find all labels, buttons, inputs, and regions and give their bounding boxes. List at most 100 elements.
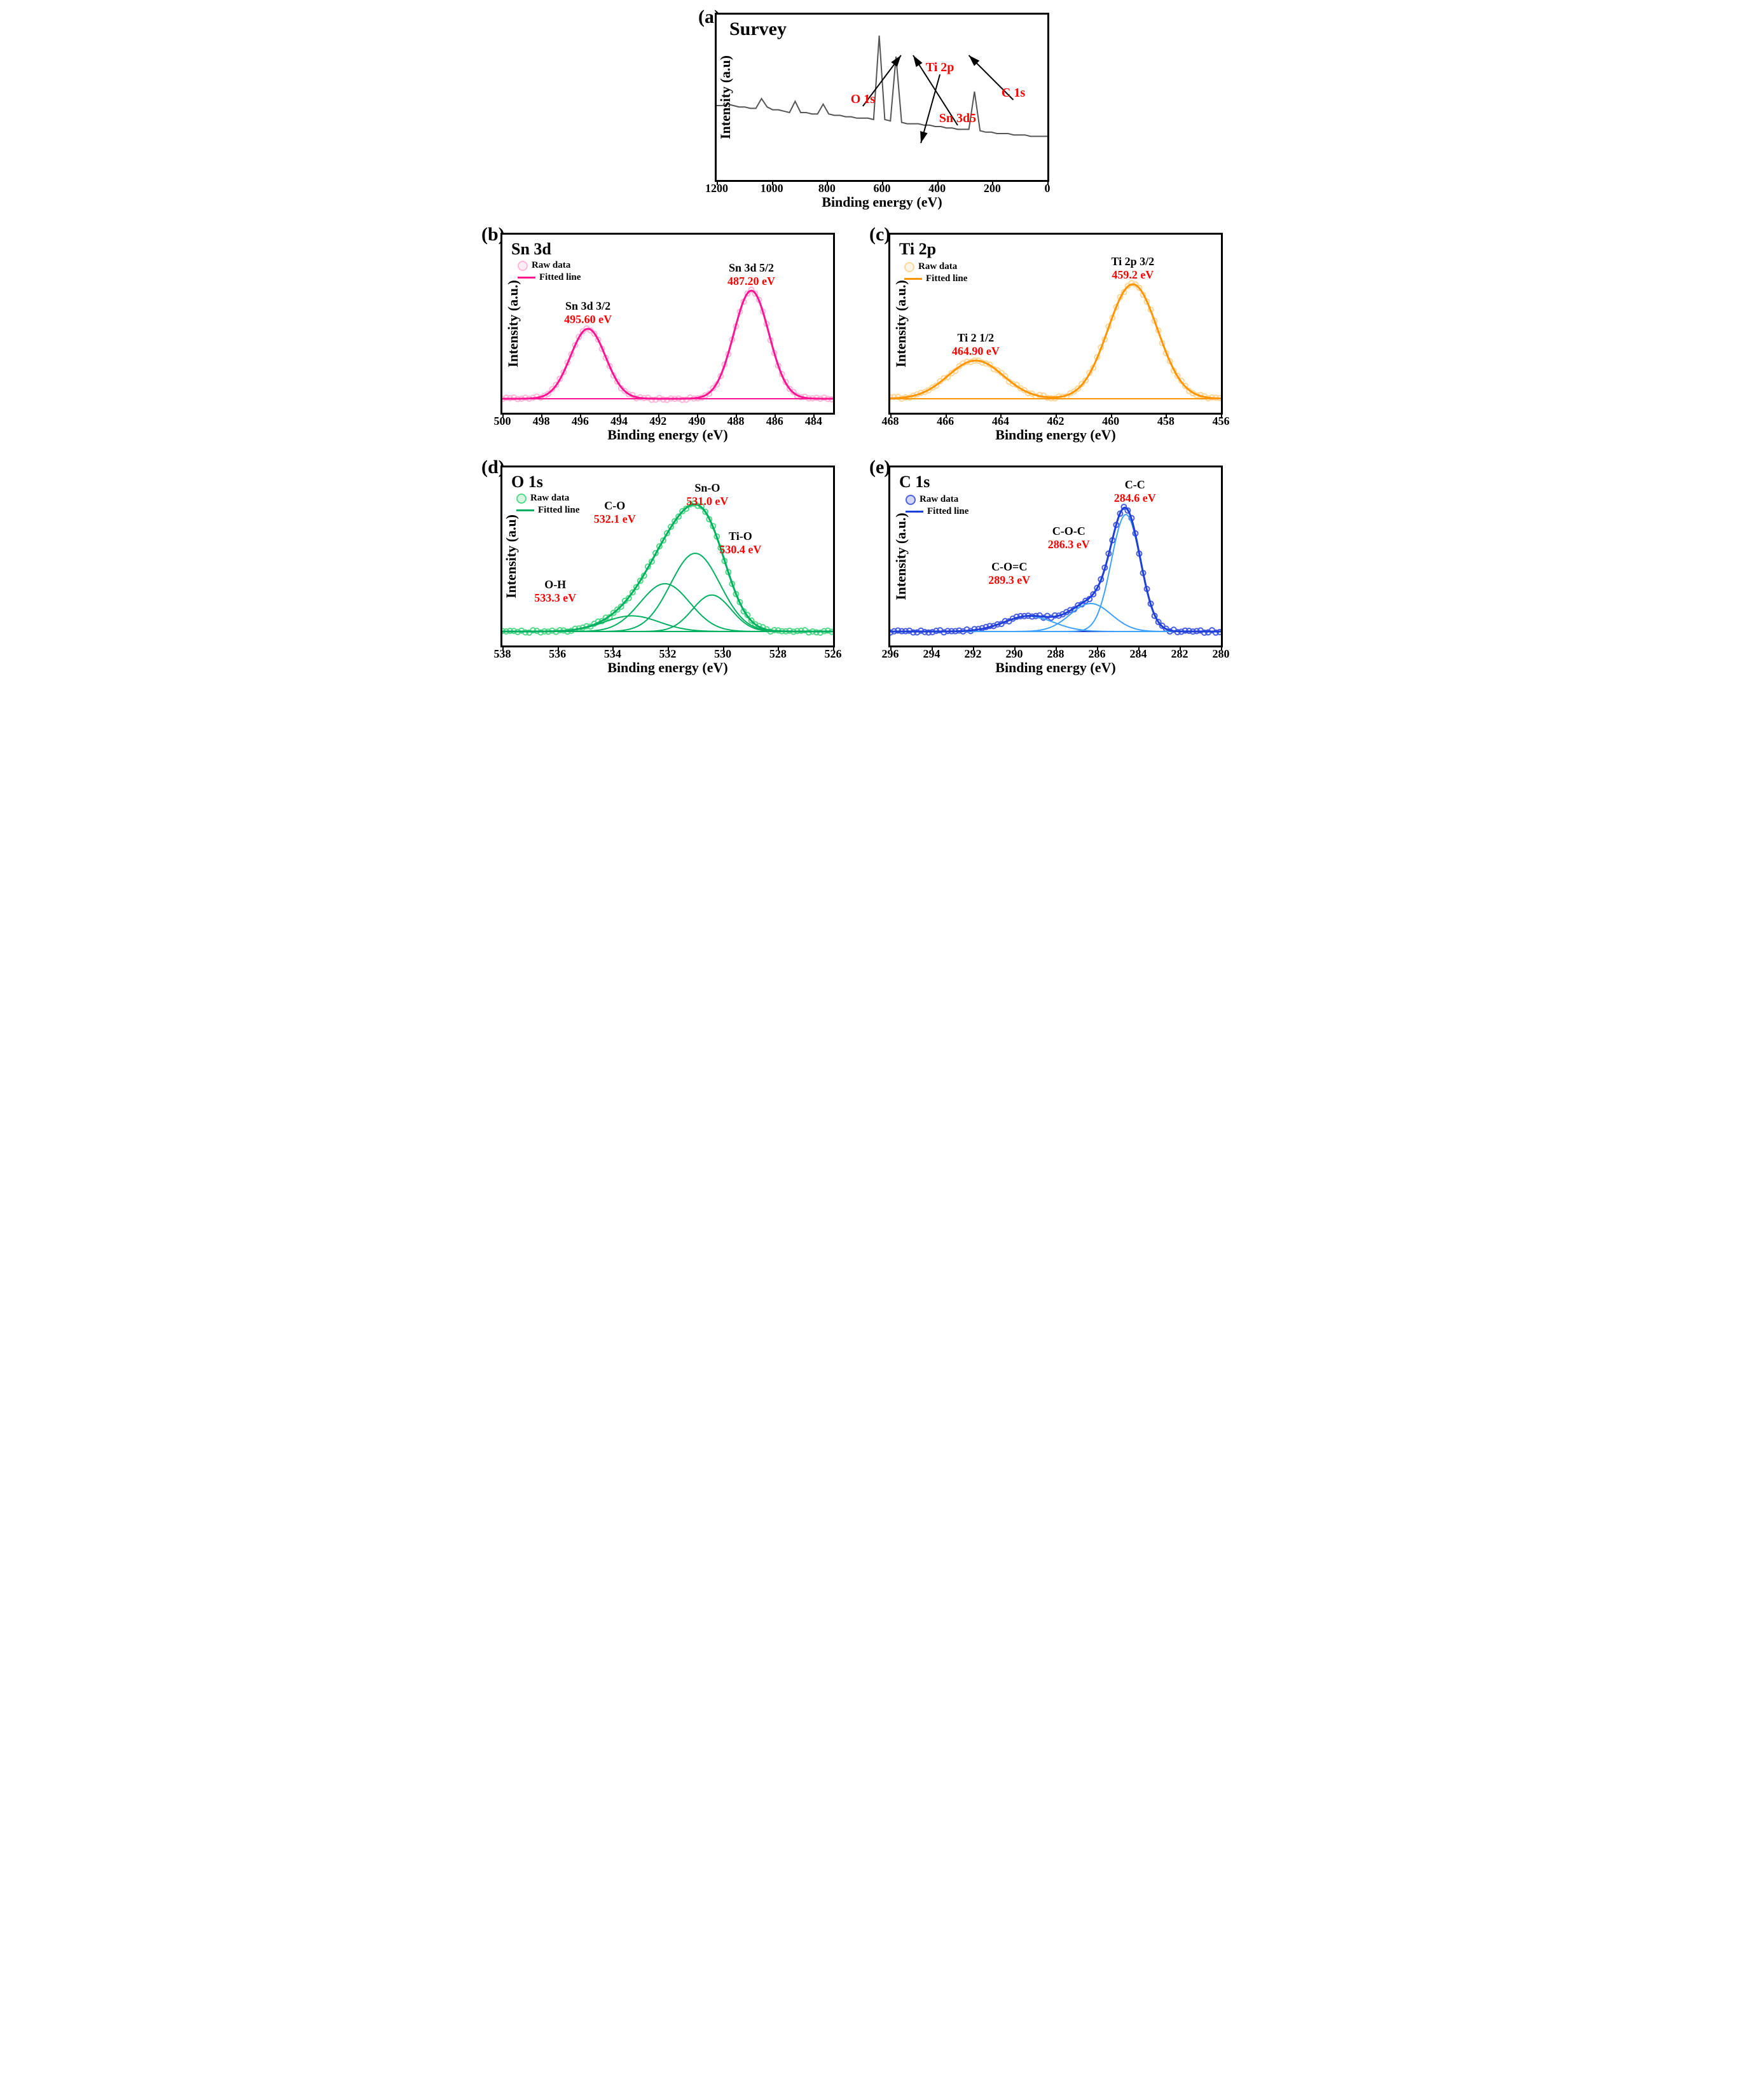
panel-a: (a) Survey O 1sSn 3d5Ti 2pC 1s Intensity… bbox=[500, 13, 1264, 182]
tick-label: 1200 bbox=[705, 182, 728, 195]
panel-d-xlabel: Binding energy (eV) bbox=[607, 659, 727, 676]
tick-label: 486 bbox=[766, 415, 783, 428]
peak-label: C-O532.1 eV bbox=[594, 499, 636, 526]
panel-d-legend: Raw data Fitted line bbox=[516, 493, 579, 517]
tick-label: 532 bbox=[659, 647, 677, 661]
legend-e-raw: Raw data bbox=[920, 494, 958, 505]
peak-label: Ti 2p 3/2459.2 eV bbox=[1111, 255, 1154, 282]
tick-label: 488 bbox=[727, 415, 745, 428]
legend-b-fit-icon bbox=[518, 277, 535, 279]
peak-label: O-H533.3 eV bbox=[534, 578, 576, 605]
tick-label: 536 bbox=[549, 647, 566, 661]
panel-e: (e) C 1s Raw data Fitted line C-O=C289.3… bbox=[888, 466, 1264, 647]
panel-b: (b) Sn 3d Raw data Fitted line Sn 3d 3/2… bbox=[500, 233, 876, 415]
panel-e-xlabel: Binding energy (eV) bbox=[995, 659, 1115, 676]
panel-d-ylabel: Intensity (a.u) bbox=[503, 514, 520, 598]
panel-a-title: Survey bbox=[729, 18, 787, 40]
tick-label: 526 bbox=[825, 647, 842, 661]
figure-grid: (a) Survey O 1sSn 3d5Ti 2pC 1s Intensity… bbox=[500, 13, 1264, 647]
peak-label: C-O=C289.3 eV bbox=[988, 560, 1030, 587]
tick-label: 468 bbox=[882, 415, 899, 428]
peak-label: Ti 2p bbox=[926, 60, 954, 75]
legend-e-raw-icon bbox=[906, 495, 916, 505]
peak-label: Sn 3d 3/2495.60 eV bbox=[564, 300, 612, 326]
legend-b-fit: Fitted line bbox=[539, 272, 581, 283]
tick-label: 200 bbox=[984, 182, 1001, 195]
panel-e-title: C 1s bbox=[899, 473, 930, 492]
tick-label: 528 bbox=[769, 647, 787, 661]
tick-label: 296 bbox=[882, 647, 899, 661]
legend-b-raw-icon bbox=[518, 261, 528, 271]
tick-label: 290 bbox=[1006, 647, 1023, 661]
tick-label: 284 bbox=[1130, 647, 1147, 661]
peak-label: Ti-O530.4 eV bbox=[719, 530, 761, 556]
tick-label: 288 bbox=[1047, 647, 1065, 661]
tick-label: 496 bbox=[572, 415, 589, 428]
tick-label: 462 bbox=[1047, 415, 1065, 428]
tick-label: 466 bbox=[937, 415, 954, 428]
tick-label: 460 bbox=[1102, 415, 1119, 428]
panel-e-legend: Raw data Fitted line bbox=[906, 494, 968, 518]
peak-label: C-O-C286.3 eV bbox=[1048, 525, 1090, 551]
tick-label: 484 bbox=[805, 415, 822, 428]
tick-label: 494 bbox=[610, 415, 628, 428]
tick-label: 292 bbox=[965, 647, 982, 661]
legend-c-raw-icon bbox=[904, 262, 914, 272]
peak-label: Ti 2 1/2464.90 eV bbox=[952, 331, 1000, 358]
legend-c-fit: Fitted line bbox=[926, 273, 967, 284]
tick-label: 800 bbox=[818, 182, 836, 195]
tick-label: 500 bbox=[494, 415, 511, 428]
tick-label: 538 bbox=[494, 647, 511, 661]
tick-label: 498 bbox=[533, 415, 550, 428]
panel-a-ylabel: Intensity (a.u) bbox=[717, 55, 734, 139]
legend-d-fit-icon bbox=[516, 509, 534, 511]
tick-label: 534 bbox=[604, 647, 621, 661]
panel-c-xlabel: Binding energy (eV) bbox=[995, 427, 1115, 443]
tick-label: 492 bbox=[649, 415, 666, 428]
legend-b-raw: Raw data bbox=[532, 260, 570, 271]
tick-label: 490 bbox=[688, 415, 705, 428]
panel-c: (c) Ti 2p Raw data Fitted line Ti 2 1/24… bbox=[888, 233, 1264, 415]
legend-c-raw: Raw data bbox=[918, 261, 957, 272]
tick-label: 1000 bbox=[761, 182, 783, 195]
tick-label: 464 bbox=[992, 415, 1009, 428]
peak-label: Sn 3d 5/2487.20 eV bbox=[727, 261, 775, 288]
panel-d: (d) O 1s Raw data Fitted line O-H533.3 e… bbox=[500, 466, 876, 647]
peak-label: Sn-O531.0 eV bbox=[686, 481, 728, 508]
plot-c-box: Ti 2p Raw data Fitted line Ti 2 1/2464.9… bbox=[888, 233, 1223, 415]
panel-e-letter: (e) bbox=[869, 457, 890, 478]
tick-label: 0 bbox=[1045, 182, 1051, 195]
tick-label: 280 bbox=[1213, 647, 1230, 661]
peak-label: Sn 3d5 bbox=[939, 111, 976, 126]
plot-b-box: Sn 3d Raw data Fitted line Sn 3d 3/2495.… bbox=[500, 233, 835, 415]
legend-e-fit: Fitted line bbox=[927, 506, 968, 517]
panel-c-letter: (c) bbox=[869, 224, 890, 245]
plot-a-box: Survey O 1s Sn 3d5 Ti 2p C 1s Intensity (a.… bbox=[715, 13, 1049, 182]
tick-label: 600 bbox=[874, 182, 891, 195]
panel-b-ylabel: Intensity (a.u.) bbox=[505, 280, 521, 368]
peak-label: C-C284.6 eV bbox=[1114, 478, 1156, 505]
tick-label: 282 bbox=[1171, 647, 1189, 661]
tick-label: 458 bbox=[1157, 415, 1175, 428]
tick-label: 456 bbox=[1213, 415, 1230, 428]
panel-c-legend: Raw data Fitted line bbox=[904, 261, 967, 286]
tick-label: 286 bbox=[1089, 647, 1106, 661]
peak-label: O 1s bbox=[851, 92, 875, 107]
legend-d-fit: Fitted line bbox=[538, 505, 579, 516]
panel-b-title: Sn 3d bbox=[511, 240, 551, 259]
panel-d-title: O 1s bbox=[511, 473, 543, 492]
tick-label: 400 bbox=[928, 182, 946, 195]
panel-b-legend: Raw data Fitted line bbox=[518, 260, 581, 284]
panel-b-xlabel: Binding energy (eV) bbox=[607, 427, 727, 443]
panel-a-xlabel: Binding energy (eV) bbox=[822, 194, 942, 210]
tick-label: 294 bbox=[923, 647, 941, 661]
legend-d-raw-icon bbox=[516, 493, 527, 504]
tick-label: 530 bbox=[714, 647, 731, 661]
peak-label: C 1s bbox=[1002, 86, 1025, 100]
plot-e-box: C 1s Raw data Fitted line C-O=C289.3 eV C… bbox=[888, 466, 1223, 647]
plot-d-box: O 1s Raw data Fitted line O-H533.3 eV C-O… bbox=[500, 466, 835, 647]
panel-e-ylabel: Intensity (a.u.) bbox=[893, 513, 909, 600]
panel-c-title: Ti 2p bbox=[899, 240, 936, 259]
panel-c-ylabel: Intensity (a.u.) bbox=[893, 280, 909, 368]
legend-d-raw: Raw data bbox=[530, 493, 569, 504]
